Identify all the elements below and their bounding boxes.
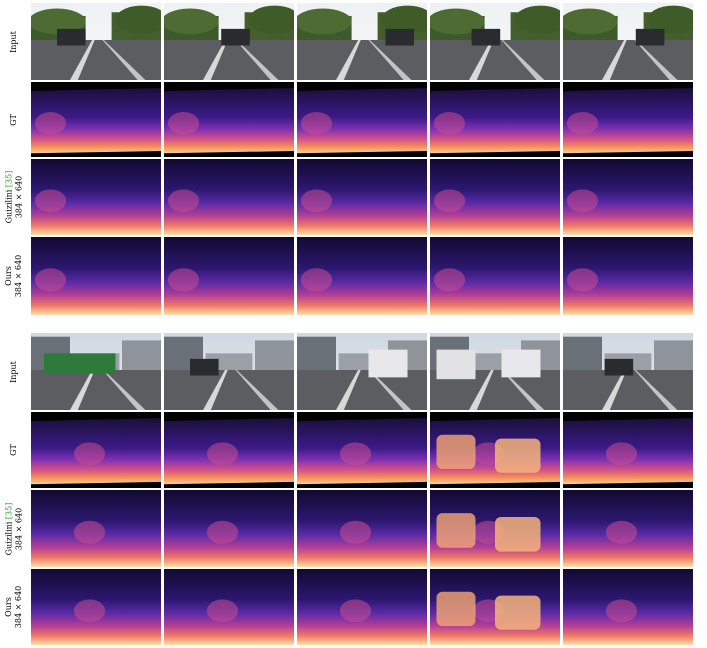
ours-depth-map-7 xyxy=(164,569,294,645)
label-citation: [35] xyxy=(4,170,14,188)
label-resolution: 384 × 640 xyxy=(14,585,24,629)
ours-depth-map-8 xyxy=(297,569,427,645)
label-resolution: 384 × 640 xyxy=(14,254,24,298)
input-image-9 xyxy=(430,333,560,410)
gt-depth-map-1 xyxy=(31,82,161,157)
ours-depth-map-3 xyxy=(297,237,427,315)
input-image-4 xyxy=(430,3,560,80)
row-label-guizilini: Guizilini [35] 384 × 640 xyxy=(0,490,28,567)
gt-depth-map-7 xyxy=(164,412,294,488)
label-ours: Ours xyxy=(4,597,14,617)
input-image-10 xyxy=(563,333,693,410)
guizilini-depth-map-8 xyxy=(297,490,427,567)
label-guizilini: Guizilini xyxy=(4,187,14,224)
guizilini-depth-map-6 xyxy=(31,490,161,567)
input-image-3 xyxy=(297,3,427,80)
guizilini-depth-map-7 xyxy=(164,490,294,567)
input-image-2 xyxy=(164,3,294,80)
label-resolution: 384 × 640 xyxy=(14,175,24,219)
gt-depth-map-10 xyxy=(563,412,693,488)
row-label-input: Input xyxy=(0,3,28,80)
input-image-5 xyxy=(563,3,693,80)
label-citation: [35] xyxy=(4,502,14,519)
guizilini-depth-map-9 xyxy=(430,490,560,567)
guizilini-depth-map-2 xyxy=(164,159,294,235)
guizilini-depth-map-5 xyxy=(563,159,693,235)
ours-depth-map-2 xyxy=(164,237,294,315)
gt-depth-map-3 xyxy=(297,82,427,157)
ours-depth-map-9 xyxy=(430,569,560,645)
gt-depth-map-8 xyxy=(297,412,427,488)
ours-depth-map-10 xyxy=(563,569,693,645)
gt-depth-map-4 xyxy=(430,82,560,157)
input-image-6 xyxy=(31,333,161,410)
guizilini-depth-map-4 xyxy=(430,159,560,235)
row-label-ours: Ours 384 × 640 xyxy=(0,569,28,645)
guizilini-depth-map-10 xyxy=(563,490,693,567)
label-gt: GT xyxy=(8,444,18,456)
row-label-ours: Ours 384 × 640 xyxy=(0,237,28,315)
input-image-7 xyxy=(164,333,294,410)
ours-depth-map-6 xyxy=(31,569,161,645)
label-resolution: 384 × 640 xyxy=(14,507,24,550)
guizilini-depth-map-3 xyxy=(297,159,427,235)
input-image-1 xyxy=(31,3,161,80)
input-image-8 xyxy=(297,333,427,410)
label-guizilini: Guizilini xyxy=(4,518,14,555)
gt-depth-map-2 xyxy=(164,82,294,157)
row-label-input: Input xyxy=(0,333,28,410)
gt-depth-map-9 xyxy=(430,412,560,488)
label-gt: GT xyxy=(8,113,18,126)
row-label-guizilini: Guizilini [35] 384 × 640 xyxy=(0,159,28,235)
ours-depth-map-1 xyxy=(31,237,161,315)
gt-depth-map-6 xyxy=(31,412,161,488)
row-label-gt: GT xyxy=(0,82,28,157)
ours-depth-map-4 xyxy=(430,237,560,315)
guizilini-depth-map-1 xyxy=(31,159,161,235)
ours-depth-map-5 xyxy=(563,237,693,315)
label-ours: Ours xyxy=(4,266,14,286)
label-input: Input xyxy=(9,360,18,383)
gt-depth-map-5 xyxy=(563,82,693,157)
label-input: Input xyxy=(9,30,18,53)
row-label-gt: GT xyxy=(0,412,28,488)
